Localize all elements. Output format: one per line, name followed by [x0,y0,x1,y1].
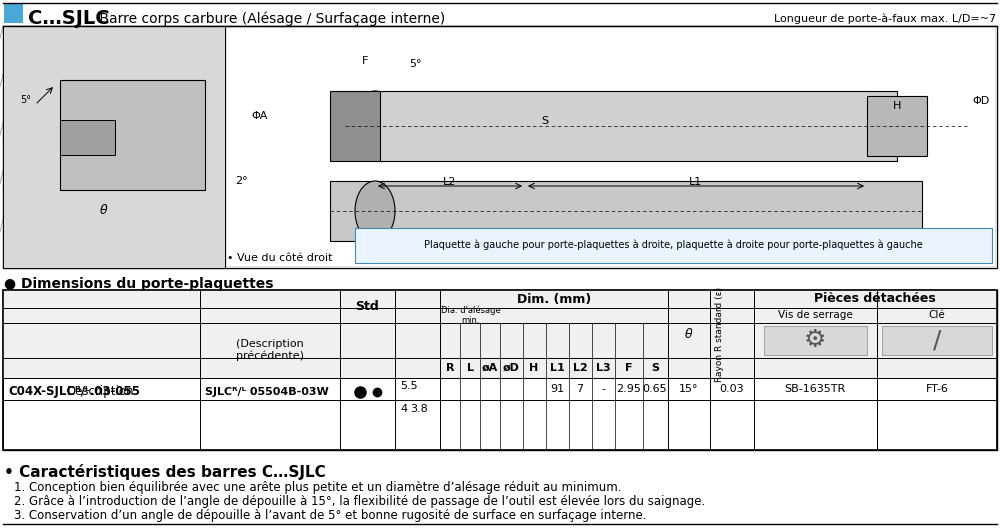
Text: 5°: 5° [409,59,421,69]
Bar [3,26,997,268]
Text: 5°: 5° [20,95,31,105]
Text: C…SJLC: C…SJLC [28,10,110,29]
Bar [355,228,992,263]
Text: Barre corps carbure (Alésage / Surfaçage interne): Barre corps carbure (Alésage / Surfaçage… [95,12,445,26]
Text: Vis de serrage: Vis de serrage [778,310,852,320]
Ellipse shape [355,91,395,161]
Text: H: H [893,101,901,111]
Text: Std: Std [355,301,379,313]
Text: 5.5: 5.5 [400,381,418,391]
Bar [764,326,867,355]
Bar [867,96,927,156]
Bar [60,80,205,190]
Bar [3,290,997,450]
Text: 1. Conception bien équilibrée avec une arête plus petite et un diamètre d’alésag: 1. Conception bien équilibrée avec une a… [14,482,622,494]
Bar [225,26,997,268]
Bar [3,290,997,378]
Text: 15°: 15° [679,384,699,394]
Text: L1: L1 [550,363,564,373]
Bar [4,379,996,449]
Text: 3. Conservation d’un angle de dépouille à l’avant de 5° et bonne rugosité de sur: 3. Conservation d’un angle de dépouille … [14,510,646,523]
Text: C04X-SJLCᴿ/ᴸ.03-055: C04X-SJLCᴿ/ᴸ.03-055 [8,386,140,398]
Bar [3,26,225,268]
Text: 91: 91 [550,384,564,394]
Text: L2: L2 [573,363,587,373]
Text: /: / [933,328,941,352]
Text: θ: θ [100,203,108,217]
Text: Description: Description [67,386,135,398]
Text: 0.03: 0.03 [720,384,744,394]
Text: Pièces détachées: Pièces détachées [814,293,936,305]
Text: ● Dimensions du porte-plaquettes: ● Dimensions du porte-plaquettes [4,277,274,291]
Text: F: F [625,363,633,373]
Text: -: - [601,384,605,394]
Text: FT-6: FT-6 [926,384,948,394]
Bar [330,91,380,161]
Text: Dim. (mm): Dim. (mm) [517,293,591,305]
Text: 2. Grâce à l’introduction de l’angle de dépouille à 15°, la flexibilité de passa: 2. Grâce à l’introduction de l’angle de … [14,495,705,509]
Text: L2: L2 [443,177,457,187]
Text: Plaquette à gauche pour porte-plaquettes à droite, plaquette à droite pour porte: Plaquette à gauche pour porte-plaquettes… [424,240,922,250]
Bar [3,290,997,450]
Text: Rayon R standard (ε): Rayon R standard (ε) [715,286,724,382]
Text: øA: øA [482,363,498,373]
Text: SJLCᴿ/ᴸ 05504B-03W: SJLCᴿ/ᴸ 05504B-03W [205,387,329,397]
Text: F: F [362,56,368,66]
Text: S: S [541,116,549,126]
Bar [330,181,922,241]
Text: 0.65: 0.65 [643,384,667,394]
Text: θ: θ [685,328,693,340]
Text: S: S [651,363,659,373]
Text: Clé: Clé [929,310,945,320]
Text: • Caractéristiques des barres C…SJLC: • Caractéristiques des barres C…SJLC [4,464,326,480]
Text: SB-1635TR: SB-1635TR [784,384,846,394]
Bar [4,4,22,22]
Text: øD: øD [503,363,519,373]
Bar [882,326,992,355]
Text: 4: 4 [400,404,407,414]
Text: R: R [446,363,454,373]
Bar [227,28,995,266]
Text: (Description
précédente): (Description précédente) [236,339,304,361]
Text: • Vue du côté droit: • Vue du côté droit [227,253,332,263]
Text: H: H [529,363,539,373]
Text: 2°: 2° [235,176,248,186]
Bar [375,91,897,161]
Text: L3: L3 [596,363,610,373]
Text: ΦD: ΦD [972,96,989,106]
Text: Dia. d'alésage
min.: Dia. d'alésage min. [441,305,501,325]
Text: 3.8: 3.8 [410,404,428,414]
Text: Longueur de porte-à-faux max. L/D=~7: Longueur de porte-à-faux max. L/D=~7 [774,14,996,24]
Text: 7: 7 [576,384,584,394]
Text: 2.95: 2.95 [617,384,641,394]
Text: ⚙: ⚙ [804,328,826,352]
Ellipse shape [355,181,395,241]
Text: ΦA: ΦA [252,111,268,121]
Text: L1: L1 [689,177,703,187]
Text: L: L [466,363,474,373]
Bar [60,120,115,155]
